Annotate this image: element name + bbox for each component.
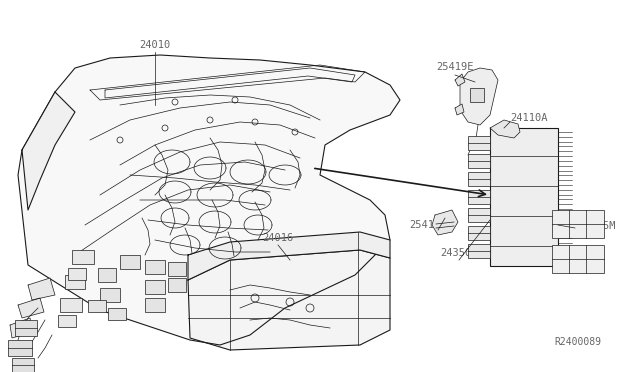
Polygon shape bbox=[18, 55, 400, 345]
Polygon shape bbox=[22, 92, 75, 210]
Bar bbox=[88, 300, 106, 312]
Polygon shape bbox=[460, 68, 498, 125]
Bar bbox=[72, 250, 94, 264]
Bar bbox=[468, 190, 490, 204]
Bar bbox=[468, 136, 490, 150]
Polygon shape bbox=[490, 120, 520, 138]
Bar bbox=[68, 268, 86, 280]
Bar bbox=[120, 255, 140, 269]
Polygon shape bbox=[455, 104, 464, 115]
Bar bbox=[468, 208, 490, 222]
Bar bbox=[468, 172, 490, 186]
Bar bbox=[468, 244, 490, 258]
Bar bbox=[145, 260, 165, 274]
Bar bbox=[15, 320, 37, 336]
Bar bbox=[468, 226, 490, 240]
Bar bbox=[60, 298, 82, 312]
Polygon shape bbox=[18, 298, 44, 318]
Polygon shape bbox=[28, 278, 55, 300]
Bar bbox=[490, 128, 558, 266]
Text: 24016: 24016 bbox=[262, 233, 294, 243]
Bar bbox=[168, 278, 186, 292]
Bar bbox=[98, 268, 116, 282]
Bar bbox=[65, 275, 85, 289]
Polygon shape bbox=[432, 210, 458, 235]
Bar bbox=[8, 340, 32, 356]
Text: 25419E: 25419E bbox=[436, 62, 474, 72]
Bar bbox=[108, 308, 126, 320]
Polygon shape bbox=[455, 74, 465, 86]
Bar bbox=[145, 280, 165, 294]
Bar bbox=[100, 288, 120, 302]
Bar bbox=[552, 245, 604, 273]
Bar bbox=[470, 88, 484, 102]
Bar bbox=[552, 210, 604, 238]
Bar bbox=[58, 315, 76, 327]
Text: 24350P: 24350P bbox=[440, 248, 477, 258]
Bar bbox=[468, 154, 490, 168]
Polygon shape bbox=[188, 250, 390, 350]
Bar bbox=[12, 358, 34, 372]
Bar bbox=[145, 298, 165, 312]
Bar bbox=[168, 262, 186, 276]
Text: R2400089: R2400089 bbox=[554, 337, 602, 347]
Text: 25419N: 25419N bbox=[409, 220, 447, 230]
Text: 25465M: 25465M bbox=[578, 221, 616, 231]
Text: 24010: 24010 bbox=[140, 40, 171, 50]
Polygon shape bbox=[188, 232, 390, 280]
Text: 24110A: 24110A bbox=[510, 113, 547, 123]
Polygon shape bbox=[10, 318, 33, 338]
